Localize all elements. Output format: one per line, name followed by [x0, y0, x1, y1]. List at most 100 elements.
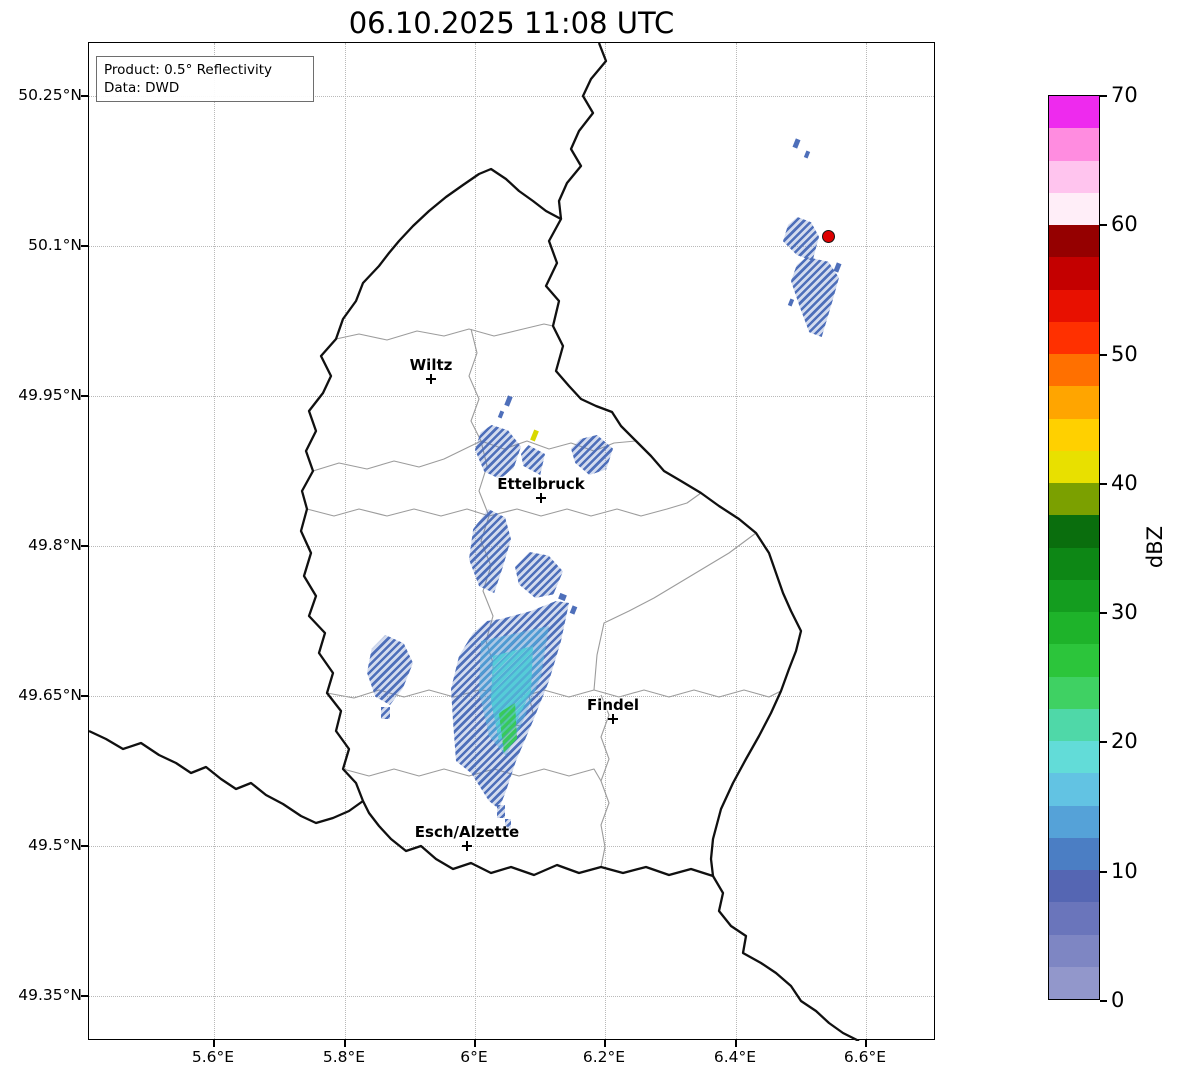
colorbar-tick	[1100, 741, 1107, 743]
gridline-lon	[214, 43, 215, 1039]
colorbar-segment	[1049, 547, 1099, 580]
colorbar-segment	[1049, 837, 1099, 870]
y-tick-label: 49.5°N	[28, 836, 82, 854]
colorbar-segment	[1049, 96, 1099, 129]
colorbar-tick-label: 40	[1111, 471, 1138, 495]
y-tick-label: 50.25°N	[18, 86, 82, 104]
colorbar-tick-label: 30	[1111, 600, 1138, 624]
y-tick	[81, 995, 88, 997]
colorbar-segment	[1049, 160, 1099, 193]
x-tick-label: 6.6°E	[843, 1048, 887, 1066]
y-tick	[81, 95, 88, 97]
x-tick-label: 5.6°E	[191, 1048, 235, 1066]
y-tick-label: 49.8°N	[28, 536, 82, 554]
colorbar-segment	[1049, 450, 1099, 483]
colorbar-tick	[1100, 483, 1107, 485]
colorbar-segment	[1049, 354, 1099, 387]
belgium-germany-border	[557, 43, 608, 220]
colorbar-segment	[1049, 225, 1099, 258]
colorbar-tick	[1100, 1000, 1107, 1002]
colorbar-tick	[1100, 612, 1107, 614]
colorbar-segment	[1049, 128, 1099, 161]
x-tick-label: 5.8°E	[322, 1048, 366, 1066]
colorbar-tick	[1100, 871, 1107, 873]
gridline-lat	[89, 546, 934, 547]
y-tick-label: 49.35°N	[18, 986, 82, 1004]
germany-france-border	[712, 875, 860, 1041]
x-tick	[474, 1040, 476, 1047]
city-marker-icon	[426, 374, 436, 384]
radar-map-plot: Product: 0.5° Reflectivity Data: DWD Wil…	[88, 42, 935, 1041]
radar-site-marker	[822, 230, 835, 243]
france-belgium-border	[89, 729, 364, 825]
y-tick-label: 49.65°N	[18, 686, 82, 704]
colorbar-tick-label: 50	[1111, 342, 1138, 366]
colorbar-segment	[1049, 515, 1099, 548]
colorbar-segment	[1049, 708, 1099, 741]
radar-echo	[381, 707, 390, 719]
colorbar-segment	[1049, 483, 1099, 516]
colorbar-segment	[1049, 192, 1099, 225]
colorbar-segment	[1049, 418, 1099, 451]
city-marker-icon	[608, 714, 618, 724]
colorbar-segment	[1049, 386, 1099, 419]
x-tick	[604, 1040, 606, 1047]
gridline-lon	[345, 43, 346, 1039]
x-tick-label: 6°E	[460, 1048, 488, 1066]
city-marker-icon	[462, 841, 472, 851]
colorbar-tick	[1100, 95, 1107, 97]
y-tick	[81, 695, 88, 697]
gridline-lat	[89, 996, 934, 997]
city-label: Ettelbruck	[497, 475, 585, 493]
city-label: Findel	[586, 696, 640, 714]
colorbar-segment	[1049, 676, 1099, 709]
y-tick-label: 50.1°N	[28, 236, 82, 254]
product-info-box: Product: 0.5° Reflectivity Data: DWD	[96, 56, 314, 102]
colorbar-tick-label: 0	[1111, 988, 1125, 1012]
y-tick	[81, 245, 88, 247]
product-line: Product: 0.5° Reflectivity	[104, 62, 272, 78]
colorbar-segment	[1049, 773, 1099, 806]
y-tick	[81, 545, 88, 547]
radar-echo-band-strong	[499, 703, 517, 753]
luxembourg-border	[299, 167, 803, 878]
colorbar-segment	[1049, 870, 1099, 903]
gridline-lon	[866, 43, 867, 1039]
figure-title: 06.10.2025 11:08 UTC	[348, 6, 675, 40]
colorbar-tick-label: 10	[1111, 859, 1138, 883]
colorbar-segment	[1049, 579, 1099, 612]
y-tick-label: 49.95°N	[18, 386, 82, 404]
city-label: Esch/Alzette	[414, 823, 520, 841]
colorbar-segment	[1049, 289, 1099, 322]
colorbar-segment	[1049, 934, 1099, 967]
gridline-lon	[736, 43, 737, 1039]
x-tick	[344, 1040, 346, 1047]
colorbar-tick-label: 20	[1111, 729, 1138, 753]
gridline-lat	[89, 96, 934, 97]
y-tick	[81, 395, 88, 397]
colorbar-unit-label: dBZ	[1143, 525, 1167, 569]
colorbar-segment	[1049, 902, 1099, 935]
x-tick-label: 6.4°E	[713, 1048, 757, 1066]
border-layer	[89, 43, 860, 1041]
colorbar-segment	[1049, 966, 1099, 999]
colorbar-tick-label: 60	[1111, 212, 1138, 236]
gridline-lat	[89, 246, 934, 247]
radar-echo	[497, 805, 505, 818]
x-tick-label: 6.2°E	[582, 1048, 626, 1066]
colorbar-gradient	[1048, 95, 1100, 1000]
radar-echo	[505, 819, 511, 829]
national-borders	[89, 43, 860, 1041]
city-marker-icon	[536, 493, 546, 503]
colorbar-segment	[1049, 257, 1099, 290]
data-source-line: Data: DWD	[104, 80, 180, 96]
colorbar-segment	[1049, 805, 1099, 838]
colorbar-tick	[1100, 224, 1107, 226]
city-label: Wiltz	[409, 356, 453, 374]
x-tick	[735, 1040, 737, 1047]
colorbar-segment	[1049, 741, 1099, 774]
colorbar-segment	[1049, 321, 1099, 354]
colorbar-tick-label: 70	[1111, 83, 1138, 107]
x-tick	[865, 1040, 867, 1047]
